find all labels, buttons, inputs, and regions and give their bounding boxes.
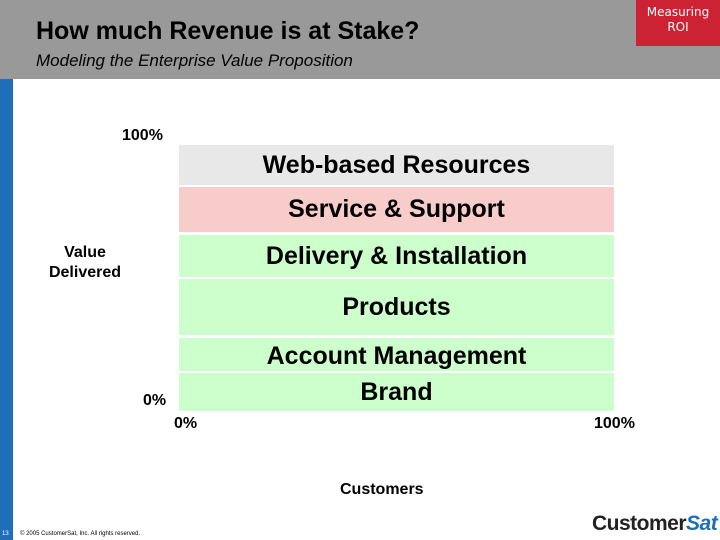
measuring-roi-badge: Measuring ROI — [636, 0, 720, 46]
badge-label: Measuring ROI — [646, 5, 710, 34]
segment-web-based-resources: Web-based Resources — [179, 145, 614, 185]
logo-part-1: Customer — [592, 512, 687, 535]
segment-label: Brand — [360, 377, 433, 406]
segment-label: Web-based Resources — [262, 150, 531, 179]
left-accent-bar — [0, 79, 13, 540]
x-axis-left-label: 0% — [174, 415, 198, 432]
customersat-logo: CustomerSat — [592, 512, 718, 536]
copyright-text: © 2005 CustomerSat, Inc. All rights rese… — [20, 531, 141, 537]
logo-part-2: Sat — [686, 512, 718, 535]
y-axis-bottom-label: 0% — [143, 392, 167, 409]
segment-delivery-installation: Delivery & Installation — [179, 235, 614, 277]
segment-account-management: Account Management — [179, 338, 614, 371]
header-bar — [0, 0, 720, 79]
slide-subtitle: Modeling the Enterprise Value Propositio… — [36, 51, 353, 70]
segment-brand: Brand — [179, 373, 614, 411]
y-axis-title: Value Delivered — [48, 244, 122, 281]
segment-service-support: Service & Support — [179, 187, 614, 232]
segment-label: Products — [342, 292, 451, 321]
segment-label: Service & Support — [288, 195, 505, 223]
segment-label: Account Management — [266, 342, 527, 370]
page-number: 13 — [2, 531, 9, 537]
segment-label: Delivery & Installation — [265, 241, 528, 270]
x-axis-title: Customers — [340, 481, 424, 498]
x-axis-right-label: 100% — [594, 415, 635, 432]
segment-products: Products — [179, 279, 614, 335]
slide-title: How much Revenue is at Stake? — [36, 17, 420, 45]
y-axis-top-label: 100% — [122, 127, 163, 144]
